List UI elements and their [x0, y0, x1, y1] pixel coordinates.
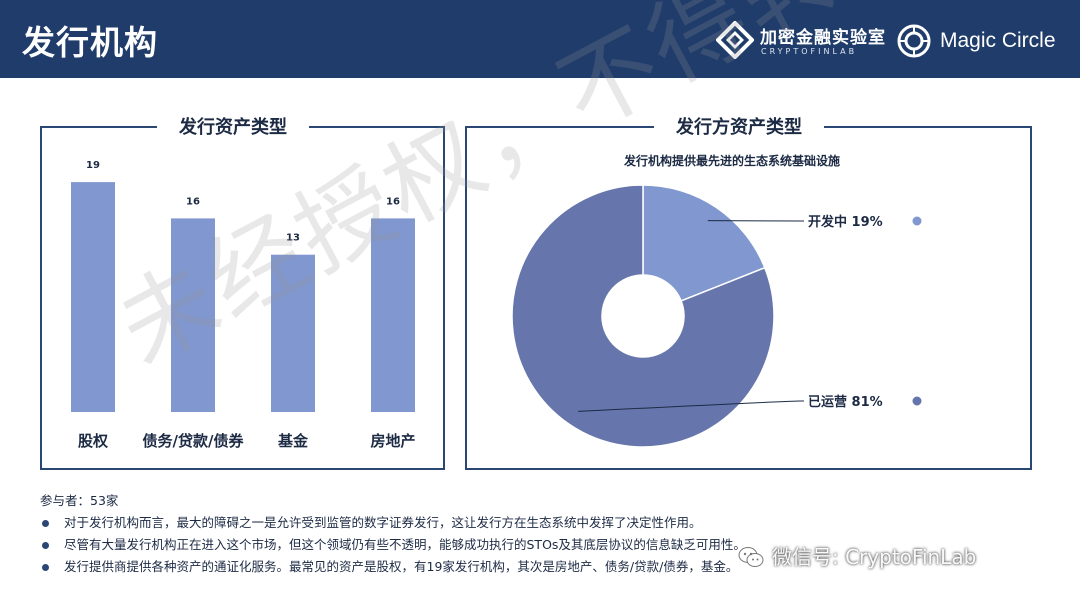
- header-bar: 发行机构 加密金融实验室 CRYPTOFINLAB Magic Circle: [0, 0, 1080, 78]
- pie-chart-title: 发行方资产类型: [654, 113, 824, 139]
- note-bullet: 发行提供商提供各种资产的通证化服务。最常见的资产是股权，有19家发行机构，其次是…: [40, 556, 1040, 578]
- bar-0: [71, 182, 115, 412]
- note-bullet: 对于发行机构而言，最大的障碍之一是允许受到监管的数字证券发行，这让发行方在生态系…: [40, 512, 1040, 534]
- bar-3: [371, 218, 415, 412]
- magic-circle-brand: Magic Circle: [896, 21, 1076, 61]
- notes-section: 参与者：53家 对于发行机构而言，最大的障碍之一是允许受到监管的数字证券发行，这…: [40, 490, 1040, 578]
- bar-category-label: 股权: [78, 432, 109, 450]
- bar-value-label: 16: [386, 196, 400, 207]
- bar-category-label: 债务/贷款/债券: [143, 432, 245, 450]
- participants-count: 参与者：53家: [40, 493, 119, 508]
- brand-en-name: CRYPTOFINLAB: [761, 47, 858, 56]
- donut-legend-dot: [912, 216, 922, 226]
- brand-cn-name: 加密金融实验室: [760, 28, 886, 48]
- asset-type-panel: 发行资产类型 19 股权 16 债务/贷款/债券 13 基金 16 房地产: [40, 113, 445, 470]
- bar-category-label: 房地产: [370, 432, 415, 450]
- bar-1: [171, 218, 215, 412]
- donut-slice-1: [511, 184, 775, 448]
- bar-value-label: 16: [186, 196, 200, 207]
- donut-leader-line: [578, 400, 804, 412]
- donut-slice-label: 开发中 19%: [808, 214, 883, 230]
- cryptofinlab-brand: 加密金融实验室 CRYPTOFINLAB: [716, 21, 888, 61]
- bar-chart-title: 发行资产类型: [157, 113, 309, 139]
- wechat-icon: [738, 547, 764, 567]
- magic-circle-name: Magic Circle: [940, 29, 1056, 52]
- page-title: 发行机构: [22, 23, 158, 62]
- donut-slice-0: [642, 184, 766, 302]
- donut-subtitle: 发行机构提供最先进的生态系统基础设施: [623, 153, 840, 168]
- wechat-watermark: 微信号: CryptoFinLab: [738, 541, 976, 571]
- note-bullet: 尽管有大量发行机构正在进入这个市场，但这个领域仍有些不透明，能够成功执行的STO…: [40, 534, 1040, 556]
- bar-value-label: 13: [286, 233, 300, 244]
- bar-2: [271, 254, 315, 412]
- magic-circle-logo-icon: [897, 24, 931, 58]
- bar-chart: 19 股权 16 债务/贷款/债券 13 基金 16 房地产: [71, 160, 416, 450]
- bar-value-label: 19: [86, 160, 100, 171]
- donut-slice-label: 已运营 81%: [808, 394, 883, 410]
- cryptofinlab-logo-icon: [716, 21, 754, 59]
- wechat-id: 微信号: CryptoFinLab: [772, 545, 977, 569]
- donut-legend-dot: [912, 396, 922, 406]
- issuer-asset-type-panel: 发行方资产类型 发行机构提供最先进的生态系统基础设施开发中 19% 已运营 81%: [465, 113, 1032, 470]
- bar-category-label: 基金: [277, 432, 309, 450]
